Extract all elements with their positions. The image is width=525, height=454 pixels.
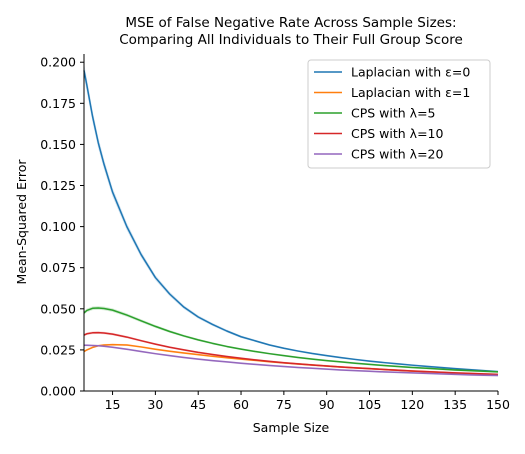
legend-label: Laplacian with ε=1 [351, 85, 470, 100]
x-tick-label: 90 [319, 397, 335, 412]
legend-label: CPS with λ=20 [351, 147, 443, 162]
x-tick-label: 45 [190, 397, 206, 412]
legend: Laplacian with ε=0 Laplacian with ε=1 CPS … [308, 60, 490, 168]
y-tick-label: 0.175 [40, 96, 76, 111]
y-tick-label: 0.200 [40, 55, 76, 70]
y-tick-label: 0.075 [40, 260, 76, 275]
x-tick-label: 105 [358, 397, 382, 412]
y-axis-label: Mean-Squared Error [14, 159, 29, 285]
y-tick-label: 0.125 [40, 178, 76, 193]
legend-label: CPS with λ=5 [351, 106, 436, 121]
chart-title-line-2: Comparing All Individuals to Their Full … [119, 32, 463, 48]
x-tick-label: 135 [443, 397, 467, 412]
legend-label: CPS with λ=10 [351, 126, 443, 141]
y-tick-label: 0.050 [40, 301, 76, 316]
x-tick-label: 30 [147, 397, 163, 412]
y-tick-label: 0.000 [40, 384, 76, 399]
y-tick-label: 0.025 [40, 342, 76, 357]
x-tick-label: 150 [486, 397, 510, 412]
x-tick-label: 120 [400, 397, 424, 412]
x-tick-label: 60 [233, 397, 249, 412]
x-axis-label: Sample Size [253, 420, 330, 435]
legend-label: Laplacian with ε=0 [351, 65, 470, 80]
x-tick-label: 75 [276, 397, 292, 412]
x-tick-label: 15 [105, 397, 121, 412]
chart-title-line-1: MSE of False Negative Rate Across Sample… [125, 15, 456, 31]
y-tick-label: 0.100 [40, 219, 76, 234]
y-tick-label: 0.150 [40, 137, 76, 152]
